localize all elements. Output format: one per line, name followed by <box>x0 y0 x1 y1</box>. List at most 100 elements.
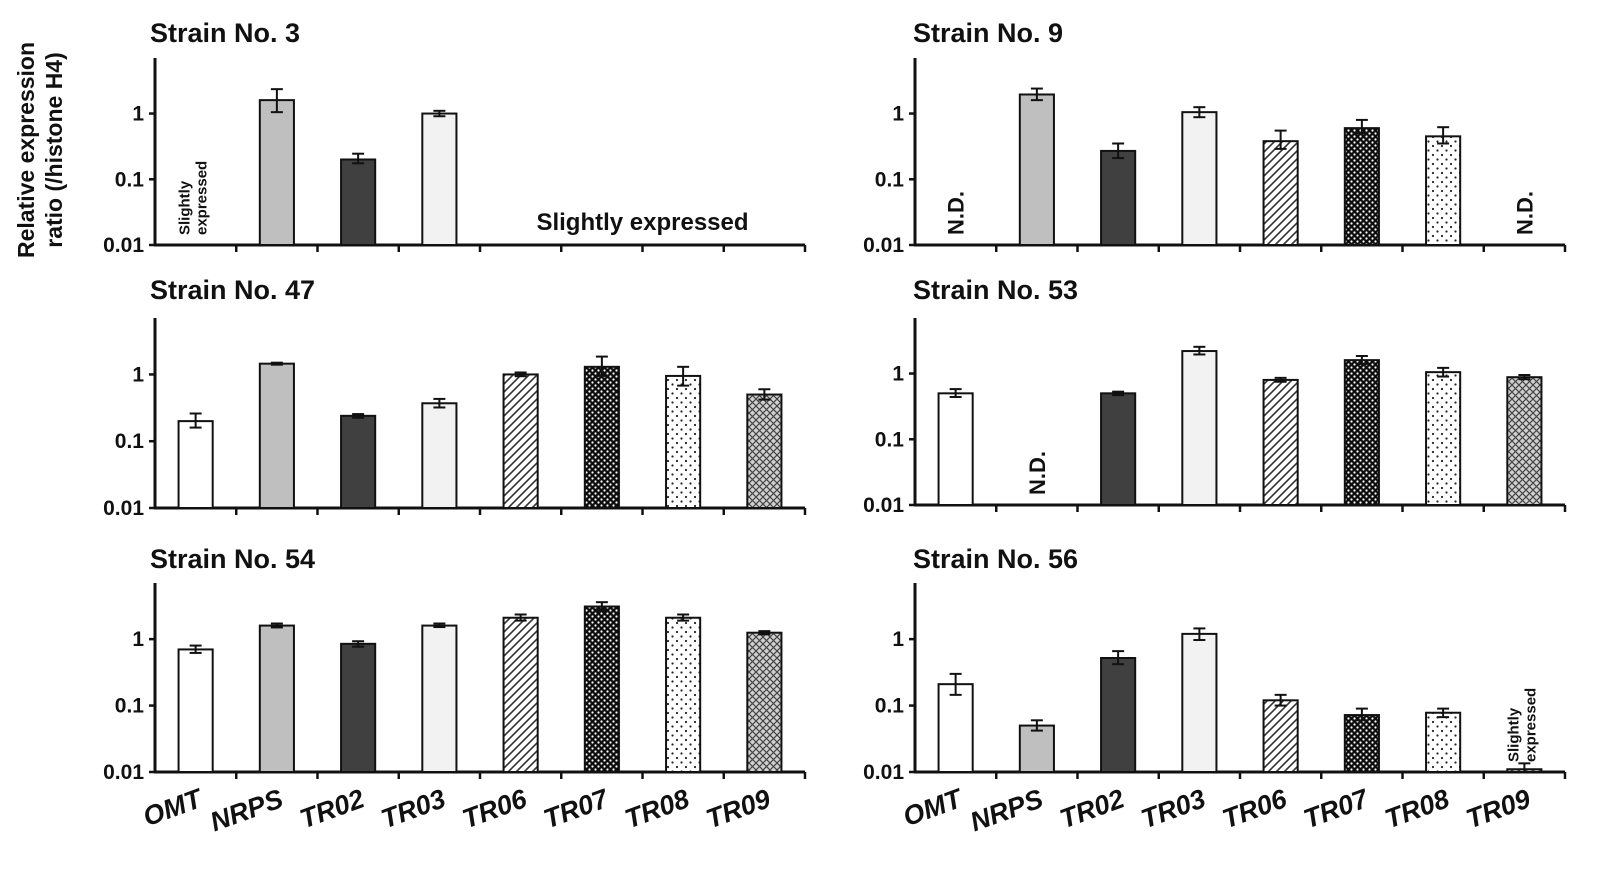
error-bar-tr06 <box>514 371 527 378</box>
bar-tr03 <box>1181 350 1218 507</box>
y-axis-label: Relative expression ratio (/histone H4) <box>13 42 67 258</box>
bar-tr03 <box>421 402 458 510</box>
error-bar-tr02 <box>352 152 365 165</box>
category-label-nrps: NRPS <box>966 783 1047 837</box>
category-label-tr08: TR08 <box>621 783 693 834</box>
y-tick-label: 0.01 <box>103 234 144 257</box>
error-bar-tr06 <box>1274 693 1287 707</box>
bar-tr08 <box>665 374 702 509</box>
annotation-line: N.D. <box>944 191 969 235</box>
panel-title: Strain No. 53 <box>913 275 1078 305</box>
y-tick-label: 0.01 <box>863 761 904 784</box>
bar-tr02 <box>1100 392 1137 507</box>
error-bar-tr07 <box>595 601 608 612</box>
error-bar-tr08 <box>1437 366 1450 378</box>
bar-tr03 <box>421 624 458 773</box>
error-bar-tr08 <box>677 613 690 622</box>
annotation-slightly-expressed: Slightly expressed <box>536 209 748 236</box>
y-tick-label: 0.1 <box>115 430 145 453</box>
y-tick-label: 0.1 <box>875 168 905 191</box>
annotation-line: expressed <box>194 161 211 235</box>
error-bar-tr02 <box>1112 390 1125 397</box>
error-bar-omt <box>949 672 962 696</box>
error-bar-tr09 <box>1518 762 1531 773</box>
error-bar-tr07 <box>1355 354 1368 365</box>
error-bar-nrps <box>270 361 283 366</box>
error-bar-omt <box>189 412 202 429</box>
error-bar-tr08 <box>1437 126 1450 145</box>
bar-omt <box>937 683 974 774</box>
bar-tr03 <box>421 112 458 246</box>
bar-tr07 <box>1343 359 1380 506</box>
bar-tr08 <box>1425 135 1462 246</box>
annotation-not-detected: N.D. <box>1512 191 1537 235</box>
bar-tr02 <box>340 158 377 246</box>
bar-tr03 <box>1181 632 1218 773</box>
y-tick-label: 0.01 <box>103 497 144 520</box>
bar-tr06 <box>1262 140 1299 247</box>
category-label-omt: OMT <box>139 783 208 833</box>
error-bar-tr07 <box>1355 707 1368 722</box>
category-label-tr07: TR07 <box>540 783 614 834</box>
y-tick-label: 1 <box>892 103 904 126</box>
y-tick-label: 1 <box>892 363 904 386</box>
y-tick-label: 0.01 <box>863 234 904 257</box>
bar-tr06 <box>502 373 539 510</box>
category-label-tr06: TR06 <box>1218 783 1291 834</box>
category-label-tr03: TR03 <box>1137 783 1209 834</box>
y-tick-label: 1 <box>132 103 144 126</box>
error-bar-nrps <box>270 88 283 114</box>
bar-omt <box>937 392 974 507</box>
error-bar-tr03 <box>433 109 446 118</box>
bar-tr09 <box>1506 376 1543 506</box>
bar-tr09 <box>746 631 783 773</box>
y-tick-label: 1 <box>892 628 904 651</box>
error-bar-tr06 <box>1274 129 1287 150</box>
error-bar-tr08 <box>677 365 690 387</box>
y-tick-label: 0.1 <box>875 428 905 451</box>
y-tick-label: 0.1 <box>875 695 905 718</box>
category-label-tr07: TR07 <box>1300 783 1374 834</box>
annotation-line: N.D. <box>1512 191 1537 235</box>
panel-strain-47: Strain No. 47 0.01 0.1 1 <box>103 275 807 520</box>
panel-title: Strain No. 9 <box>913 18 1063 48</box>
bar-nrps <box>258 362 295 510</box>
bar-tr02 <box>1100 657 1137 773</box>
bar-tr02 <box>1100 149 1137 247</box>
y-tick-label: 0.01 <box>863 494 904 517</box>
panel-title: Strain No. 3 <box>150 18 300 48</box>
annotation-slightly-expressed: Slightlyexpressed <box>177 161 211 235</box>
y-tick-label: 1 <box>132 363 144 386</box>
bar-tr08 <box>1425 371 1462 506</box>
bar-tr06 <box>1262 699 1299 773</box>
error-bar-tr09 <box>758 388 771 401</box>
annotation-line: N.D. <box>1025 451 1050 495</box>
category-label-nrps: NRPS <box>206 783 287 837</box>
y-tick-label: 0.01 <box>103 761 144 784</box>
error-bar-tr06 <box>514 613 527 622</box>
bar-tr08 <box>665 616 702 773</box>
category-label-tr03: TR03 <box>377 783 449 834</box>
error-bar-tr03 <box>433 622 446 629</box>
annotation-line: Slightly <box>1505 707 1522 762</box>
annotation-not-detected: N.D. <box>1025 451 1050 495</box>
category-label-tr08: TR08 <box>1381 783 1453 834</box>
bar-tr07 <box>583 605 620 773</box>
bar-nrps <box>1018 724 1055 773</box>
annotation-not-detected: N.D. <box>944 191 969 235</box>
y-axis-label-line-1: Relative expression <box>13 42 39 258</box>
error-bar-tr03 <box>433 397 446 409</box>
category-label-tr06: TR06 <box>458 783 531 834</box>
bar-omt <box>177 420 214 510</box>
error-bar-tr09 <box>758 630 771 636</box>
panel-title: Strain No. 47 <box>150 275 315 305</box>
bar-tr08 <box>1425 711 1462 773</box>
error-bar-nrps <box>1030 719 1043 732</box>
error-bar-omt <box>189 644 202 654</box>
error-bar-tr09 <box>1518 374 1531 381</box>
panel-strain-53: Strain No. 53 0.01 0.1 1 N.D. <box>863 275 1567 517</box>
panel-title: Strain No. 54 <box>150 544 315 574</box>
error-bar-tr02 <box>1112 142 1125 160</box>
